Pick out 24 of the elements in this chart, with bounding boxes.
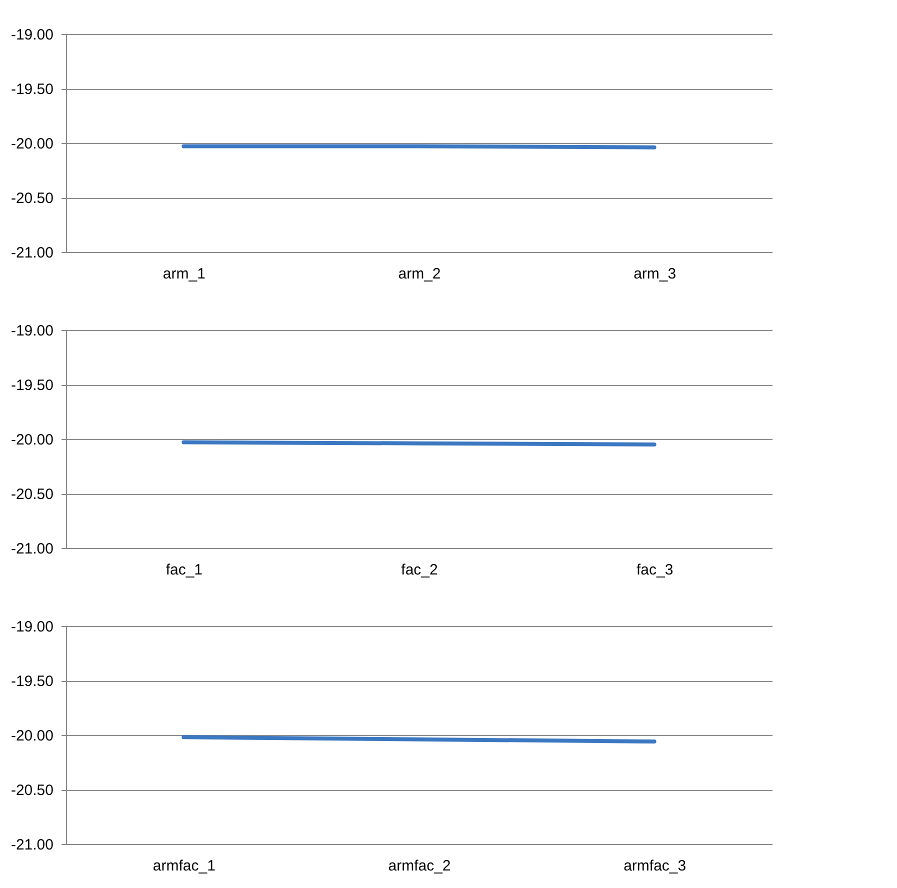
y-tick-label: -19.00 [10,618,54,636]
x-tick-label: fac_1 [166,562,203,578]
y-tick-label: -21.00 [10,540,54,558]
y-tick-label: -20.00 [10,432,54,448]
y-tick-label: -20.50 [10,486,54,503]
y-tick-label: -19.50 [10,81,54,98]
x-tick-label: armfac_2 [388,858,451,874]
y-tick-label: -19.50 [10,377,54,394]
y-tick-label: -20.00 [10,728,54,744]
x-tick-label: arm_2 [398,266,441,282]
y-tick-label: -20.00 [10,136,54,152]
y-tick-label: -19.00 [10,26,54,44]
y-tick-label: -21.00 [10,244,54,262]
x-tick-label: arm_3 [634,266,676,282]
y-tick-label: -19.50 [10,673,54,690]
y-tick-label: -21.00 [10,836,54,854]
y-tick-label: -19.00 [10,322,54,340]
x-tick-label: armfac_3 [624,858,686,874]
x-tick-label: arm_1 [162,266,206,282]
x-tick-label: fac_2 [401,562,438,578]
x-tick-label: armfac_1 [152,858,216,874]
y-tick-label: -20.50 [10,782,54,799]
x-tick-label: fac_3 [636,562,674,578]
y-tick-label: -20.50 [10,190,54,207]
